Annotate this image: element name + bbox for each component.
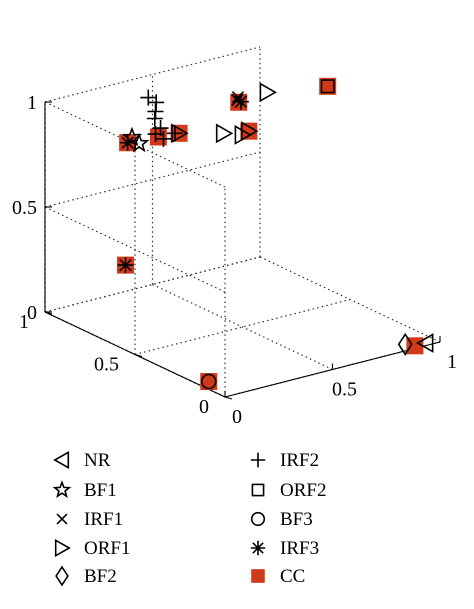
marker-cc [240, 122, 258, 140]
marker-nr [416, 333, 434, 353]
x-tick-label: 1 [447, 351, 457, 373]
legend-item: ORF2 [251, 480, 326, 501]
y-tick-label: 0 [199, 396, 209, 418]
legend-label: BF3 [280, 509, 313, 530]
legend-label: IRF1 [84, 509, 123, 530]
legend-label: IRF3 [280, 538, 319, 559]
marker-irf3 [117, 257, 134, 274]
legend-item: ORF1 [54, 538, 130, 559]
grid-line [152, 283, 333, 371]
z-tick-label: 0.5 [12, 197, 37, 219]
marker-irf2 [152, 120, 169, 137]
legend-item: BF1 [52, 480, 117, 501]
axes [44, 101, 441, 400]
legend-marker-irf2 [250, 452, 266, 468]
marker-irf2 [140, 89, 157, 106]
legend-marker-bf1 [52, 480, 72, 499]
legend-marker-orf2 [251, 483, 265, 497]
legend-label: ORF2 [280, 480, 326, 501]
marker-orf1 [215, 123, 234, 144]
legend-item: BF2 [55, 565, 117, 587]
legend-item: BF3 [250, 509, 313, 530]
legend-label: IRF2 [280, 450, 319, 471]
legend-marker-irf3 [250, 540, 266, 556]
legend-marker-nr [53, 450, 70, 470]
legend-marker-irf1 [56, 513, 68, 525]
data-markers [117, 77, 434, 390]
legend-label: BF2 [84, 566, 117, 587]
marker-bf3 [200, 373, 217, 390]
legend-label: ORF1 [84, 538, 130, 559]
y-tick-label: 1 [19, 311, 29, 333]
grid-line [259, 256, 441, 343]
marker-cc [319, 77, 337, 95]
marker-cc [149, 128, 167, 146]
marker-irf2 [166, 125, 183, 142]
marker-orf1 [259, 82, 278, 103]
marker-bf2 [397, 332, 413, 356]
marker-bf1 [128, 132, 150, 153]
marker-orf1 [241, 121, 259, 142]
legend-item: IRF3 [250, 538, 319, 559]
legend-marker-cc [251, 569, 265, 583]
x-tick-label: 0 [232, 406, 242, 428]
y-tick-mark [224, 396, 233, 400]
y-tick-mark [44, 311, 53, 315]
marker-irf3 [232, 93, 249, 110]
y-tick-label: 0.5 [94, 354, 119, 376]
marker-irf3 [119, 134, 136, 151]
legend-item: IRF2 [250, 450, 319, 471]
legend-marker-bf3 [250, 511, 266, 527]
legend-item: NR [53, 450, 111, 471]
legend-item: IRF1 [56, 509, 123, 530]
z-tick-label: 0 [27, 302, 37, 324]
legend-label: NR [84, 450, 111, 471]
marker-irf2 [155, 130, 172, 147]
marker-cc [200, 373, 218, 390]
legend-marker-bf2 [55, 565, 69, 587]
legend-label: CC [280, 566, 305, 587]
z-tick-label: 1 [27, 92, 37, 114]
x-tick-label: 0.5 [332, 379, 357, 401]
legend: NR BF1 IRF1 ORF1 BF2 IRF2 ORF2 BF3 IRF3 CC [52, 450, 326, 587]
legend-item: CC [251, 566, 305, 587]
legend-marker-orf1 [54, 538, 71, 558]
grid-line [44, 206, 226, 293]
y-tick-mark [134, 353, 143, 358]
marker-orf2 [320, 79, 335, 94]
legend-label: BF1 [84, 480, 117, 501]
